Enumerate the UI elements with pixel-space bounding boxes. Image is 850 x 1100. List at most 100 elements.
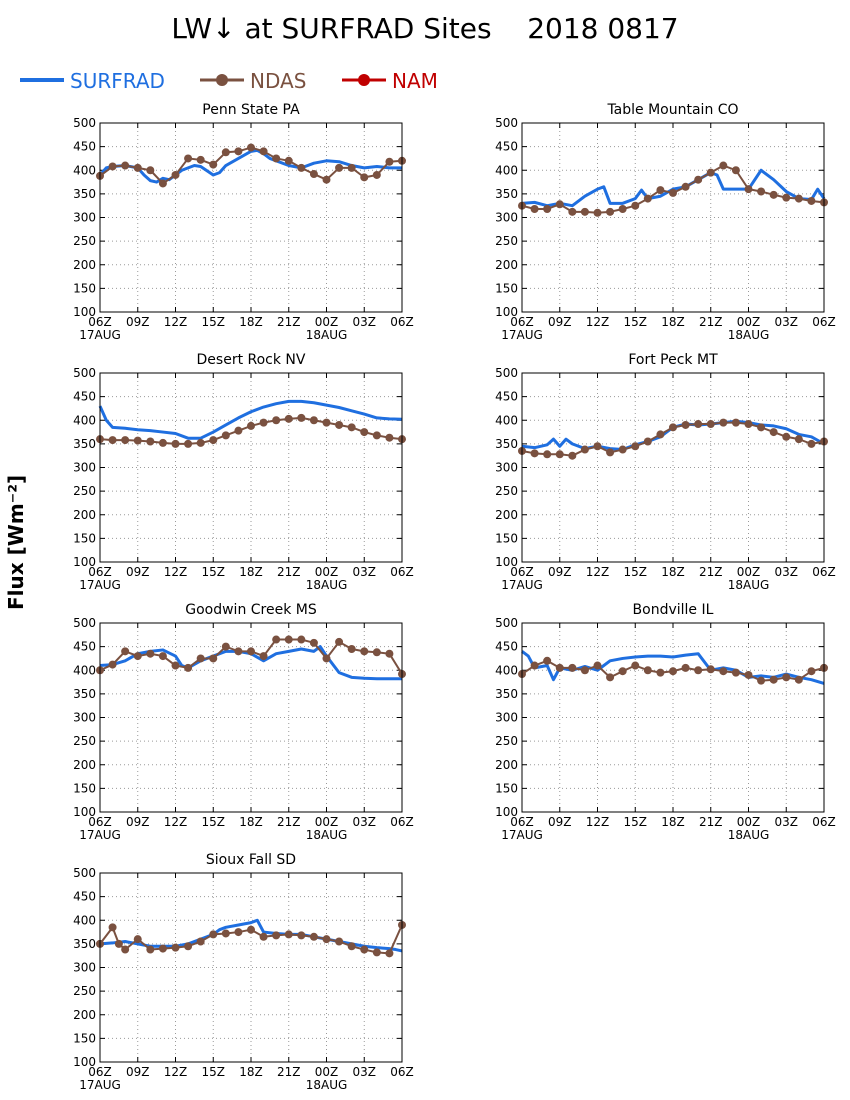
panel-desert-rock-nv: Desert Rock NV 100 150 200 250 300 350 400 450 50… <box>73 352 414 592</box>
data-point-ndas <box>247 647 255 656</box>
y-tick-label: 350 <box>73 687 96 701</box>
y-tick-label: 100 <box>495 305 518 319</box>
data-point-ndas <box>706 665 715 674</box>
panel-title: Bondville IL <box>633 602 714 618</box>
panel-title: Goodwin Creek MS <box>185 602 317 618</box>
x-tick-label: 15Z <box>624 565 648 579</box>
data-point-ndas <box>656 186 665 195</box>
data-point-ndas <box>234 426 243 435</box>
data-point-ndas <box>196 155 205 164</box>
data-point-ndas <box>221 431 230 440</box>
data-point-ndas <box>272 416 281 425</box>
data-point-ndas <box>234 928 243 937</box>
data-point-ndas <box>196 438 205 447</box>
x-tick-label: 12Z <box>164 315 188 329</box>
y-tick-label: 250 <box>495 234 518 248</box>
data-point-ndas <box>606 673 615 682</box>
data-point-ndas <box>234 647 243 656</box>
y-tick-label: 250 <box>495 734 518 748</box>
data-point-ndas <box>555 450 564 459</box>
data-point-ndas <box>618 667 627 676</box>
data-point-ndas <box>669 423 677 432</box>
data-point-ndas <box>158 944 167 953</box>
y-tick-label: 150 <box>73 1031 96 1045</box>
data-point-ndas <box>259 932 268 941</box>
data-point-ndas <box>769 190 778 199</box>
x-tick-label: 12Z <box>586 565 610 579</box>
plot-frame <box>521 372 825 563</box>
y-tick-label: 200 <box>495 758 518 772</box>
y-tick-label: 450 <box>73 640 96 654</box>
data-point-ndas <box>309 932 318 941</box>
data-point-ndas <box>372 648 381 657</box>
legend-label-nam: NAM <box>392 69 438 93</box>
data-point-ndas <box>744 670 753 679</box>
panel-table-mountain-co: Table Mountain CO 100 150 200 250 300 350 400 45… <box>495 102 836 342</box>
data-point-ndas <box>593 208 602 217</box>
data-point-ndas <box>807 196 816 205</box>
y-tick-label: 450 <box>495 640 518 654</box>
data-point-ndas <box>335 937 344 946</box>
data-point-ndas <box>782 193 791 202</box>
panel-title: Penn State PA <box>202 102 300 118</box>
x-tick-label: 09Z <box>548 315 572 329</box>
x-tick-label: 15Z <box>624 815 648 829</box>
data-point-ndas <box>580 666 589 675</box>
y-tick-label: 100 <box>73 305 96 319</box>
series-line-ndas <box>99 638 403 675</box>
y-tick-label: 300 <box>73 461 96 475</box>
data-point-ndas <box>568 207 577 216</box>
x-tick-label: 06Z <box>812 315 836 329</box>
y-tick-label: 450 <box>495 390 518 404</box>
legend-item-nam: NAM <box>340 64 460 98</box>
legend-label-surfrad: SURFRAD <box>70 69 165 93</box>
data-point-ndas <box>108 436 117 445</box>
data-point-ndas <box>221 929 230 938</box>
x-tick-label: 18Z <box>661 565 685 579</box>
y-tick-label: 500 <box>495 366 518 380</box>
data-point-ndas <box>568 663 577 672</box>
data-point-ndas <box>731 418 740 427</box>
data-point-ndas <box>171 661 180 670</box>
data-point-ndas <box>114 939 123 948</box>
panel-penn-state-pa: Penn State PA 100 150 200 250 300 350 400 450 500… <box>73 102 414 342</box>
plot-frame <box>99 622 403 813</box>
data-point-ndas <box>618 445 627 454</box>
x-tick-label: 06Z <box>88 565 112 579</box>
y-tick-label: 200 <box>73 1008 96 1022</box>
x-tick-label: 09Z <box>126 315 150 329</box>
data-point-ndas <box>643 194 652 203</box>
y-tick-label: 100 <box>73 555 96 569</box>
data-point-ndas <box>272 931 281 940</box>
data-point-ndas <box>372 170 381 179</box>
data-point-ndas <box>347 423 356 432</box>
x-tick-label: 15Z <box>202 815 226 829</box>
x-date-label: 17AUG <box>79 828 121 842</box>
data-point-ndas <box>757 676 766 685</box>
x-tick-label: 03Z <box>353 1065 377 1079</box>
x-tick-label: 03Z <box>353 565 377 579</box>
x-tick-label: 12Z <box>164 565 188 579</box>
data-point-ndas <box>309 416 318 425</box>
x-tick-label: 03Z <box>353 815 377 829</box>
y-tick-label: 200 <box>495 258 518 272</box>
data-point-ndas <box>631 442 640 451</box>
x-date-label: 17AUG <box>501 578 543 592</box>
x-tick-label: 12Z <box>586 315 610 329</box>
data-point-ndas <box>656 668 665 677</box>
plot-frame <box>99 372 403 563</box>
x-tick-label: 06Z <box>88 815 112 829</box>
data-point-ndas <box>631 661 640 670</box>
data-point-ndas <box>555 200 564 209</box>
data-point-ndas <box>184 942 193 951</box>
data-point-ndas <box>108 923 117 932</box>
data-point-ndas <box>335 637 344 646</box>
y-tick-label: 300 <box>495 211 518 225</box>
x-tick-label: 06Z <box>88 315 112 329</box>
data-point-ndas <box>347 942 356 951</box>
x-date-label: 18AUG <box>306 828 348 842</box>
legend-item-surfrad: SURFRAD <box>18 64 188 98</box>
x-tick-label: 06Z <box>390 1065 414 1079</box>
data-point-ndas <box>719 418 728 427</box>
